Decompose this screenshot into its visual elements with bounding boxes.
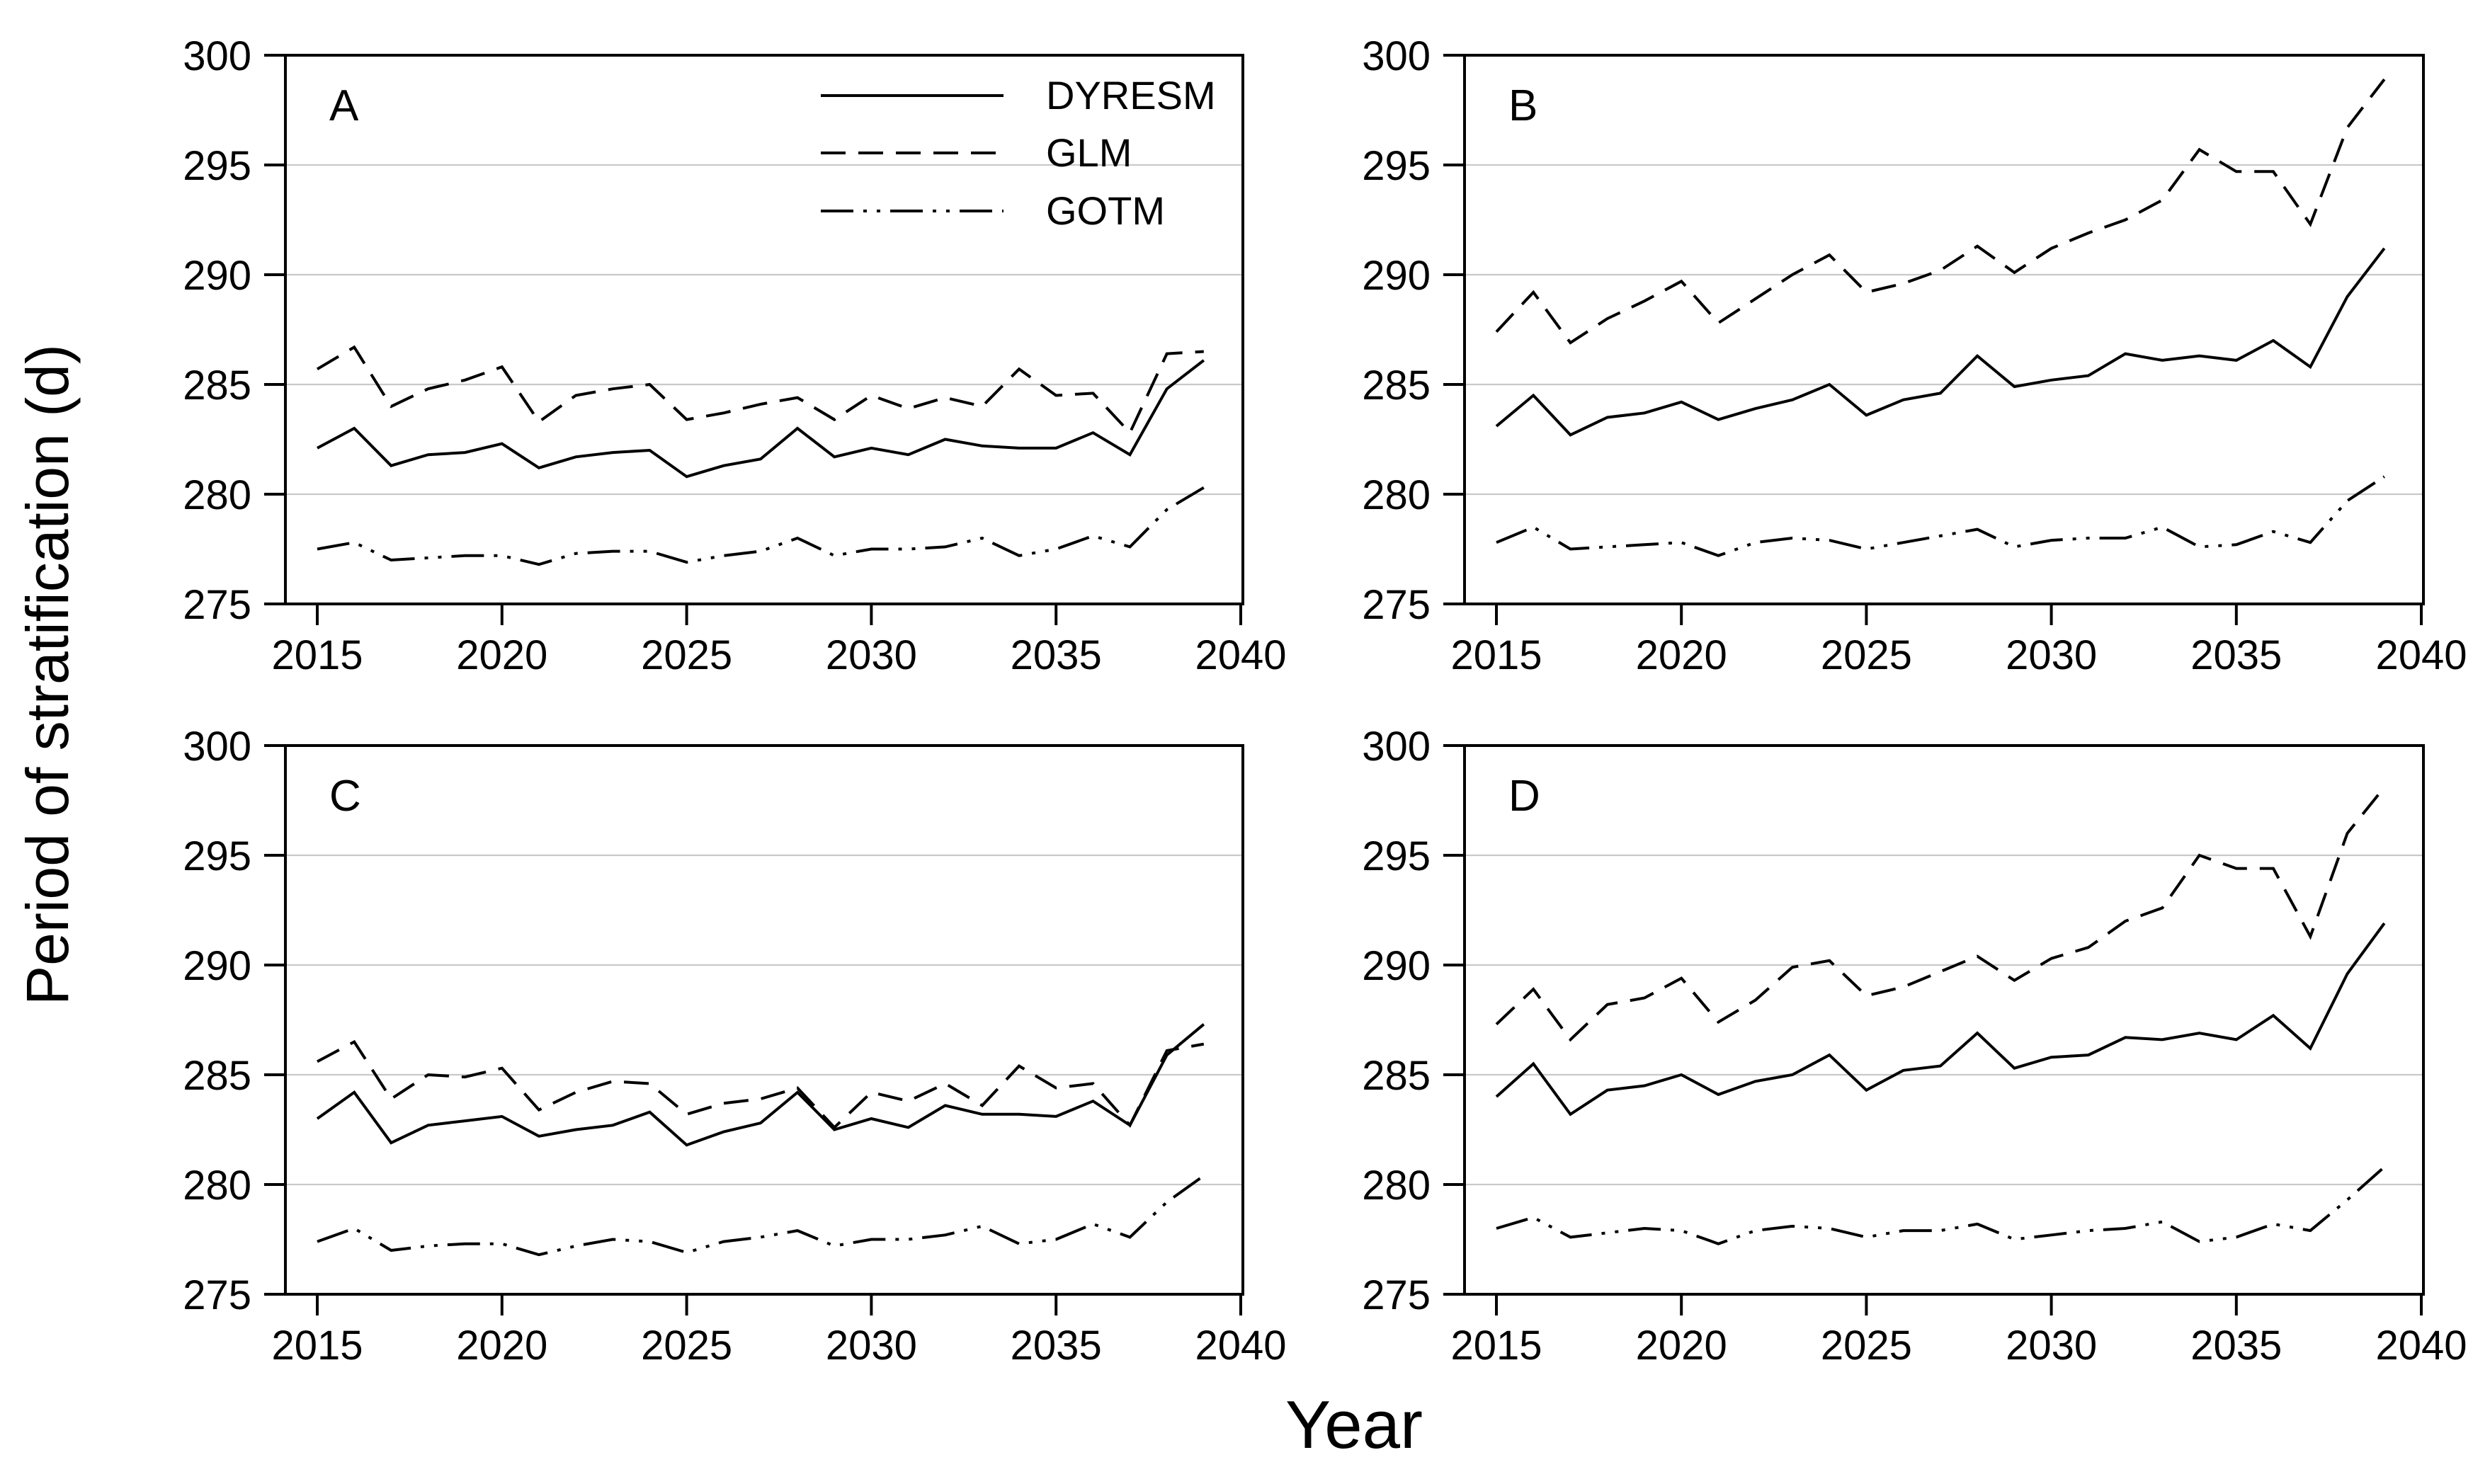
glm-line	[317, 1039, 1205, 1130]
y-tick-label: 295	[1362, 833, 1431, 879]
gotm-line	[317, 1174, 1205, 1257]
panel-frame	[284, 744, 1244, 1296]
x-tick-label: 2020	[456, 632, 547, 678]
y-tick-label: 280	[183, 1163, 251, 1209]
x-tick-label: 2035	[2190, 1323, 2282, 1369]
y-tick-label: 295	[183, 143, 251, 189]
y-tick-label: 290	[183, 253, 251, 299]
x-tick-label: 2035	[1011, 632, 1102, 678]
y-tick-label: 285	[183, 363, 251, 409]
dyresm-line	[1495, 247, 2386, 437]
panel-letter: D	[1508, 772, 1540, 821]
x-tick-label: 2040	[2375, 632, 2467, 678]
y-tick-label: 290	[183, 943, 251, 989]
x-tick-label: 2015	[1450, 632, 1542, 678]
legend: DYRESM GLM GOTM	[821, 73, 1216, 233]
y-tick-label: 285	[1362, 1053, 1431, 1099]
y-tick-label: 295	[183, 833, 251, 879]
x-tick-label: 2035	[2190, 632, 2282, 678]
panel-frame	[284, 54, 1244, 605]
panel-d: 300 295 290 285 280 275 2015 2020 2025 2030 2035 20…	[1362, 724, 2467, 1369]
x-tick-label: 2030	[2006, 632, 2097, 678]
legend-item-gotm: GOTM	[821, 188, 1165, 233]
y-tick-label: 300	[1362, 33, 1431, 79]
x-tick-label: 2020	[456, 1323, 547, 1369]
panel-c: 300 295 290 285 280 275 2015 2020 2025 2030 2035 20…	[183, 724, 1286, 1369]
x-tick-label: 2025	[1821, 1323, 1912, 1369]
dyresm-line	[317, 359, 1205, 479]
y-tick-label: 285	[1362, 363, 1431, 409]
y-tick-label: 295	[1362, 143, 1431, 189]
x-tick-label: 2030	[826, 632, 917, 678]
y-tick-label: 275	[1362, 582, 1431, 628]
x-tick-label: 2040	[1195, 1323, 1286, 1369]
y-tick-label: 285	[183, 1053, 251, 1099]
x-tick-label: 2025	[641, 632, 732, 678]
y-tick-label: 275	[183, 1272, 251, 1318]
x-tick-label: 2030	[826, 1323, 917, 1369]
x-tick-label: 2015	[1450, 1323, 1542, 1369]
panel-letter: A	[329, 81, 359, 130]
panel-frame	[1463, 54, 2425, 605]
x-tick-label: 2020	[1636, 632, 1727, 678]
y-tick-label: 275	[183, 582, 251, 628]
glm-line	[1495, 786, 2386, 1042]
gotm-line	[317, 486, 1205, 566]
y-tick-label: 275	[1362, 1272, 1431, 1318]
y-tick-label: 300	[183, 33, 251, 79]
x-tick-label: 2015	[271, 1323, 363, 1369]
y-axis-title: Period of stratification (d)	[14, 344, 81, 1005]
x-tick-label: 2025	[641, 1323, 732, 1369]
panel-letter: C	[329, 772, 361, 821]
panel-frame	[1463, 744, 2425, 1296]
dyresm-line	[1495, 922, 2386, 1117]
y-tick-label: 280	[183, 472, 251, 518]
dyresm-line	[316, 1023, 1205, 1147]
legend-item-glm: GLM	[821, 130, 1132, 175]
x-tick-label: 2040	[2375, 1323, 2467, 1369]
panels-group: 300 295 290 285 280 275 2015 2020 2025 2030 2035 20…	[183, 33, 2467, 1369]
legend-label: GLM	[1046, 130, 1132, 175]
y-tick-label: 280	[1362, 1163, 1431, 1209]
panel-letter: B	[1508, 81, 1537, 130]
y-tick-label: 290	[1362, 253, 1431, 299]
x-tick-label: 2040	[1195, 632, 1286, 678]
x-tick-label: 2030	[2006, 1323, 2097, 1369]
y-tick-label: 290	[1362, 943, 1431, 989]
y-tick-label: 300	[183, 724, 251, 770]
panel-b: 300 295 290 285 280 275 2015 2020 2025 2030 2035 20…	[1362, 33, 2467, 678]
y-tick-label: 300	[1362, 724, 1431, 770]
gotm-line	[1496, 1165, 2386, 1245]
gotm-line	[1496, 475, 2385, 557]
glm-line	[316, 345, 1204, 435]
y-tick-label: 280	[1362, 472, 1431, 518]
x-tick-label: 2020	[1636, 1323, 1727, 1369]
x-tick-label: 2025	[1821, 632, 1912, 678]
legend-label: GOTM	[1046, 188, 1165, 233]
panel-a: 300 295 290 285 280 275 2015 2020 2025 2030 2035 20…	[183, 33, 1286, 678]
x-tick-label: 2035	[1011, 1323, 1102, 1369]
legend-label: DYRESM	[1046, 73, 1216, 118]
glm-line	[1495, 78, 2386, 345]
x-axis-title: Year	[1285, 1387, 1423, 1463]
x-tick-label: 2015	[271, 632, 363, 678]
legend-item-dyresm: DYRESM	[821, 73, 1216, 118]
